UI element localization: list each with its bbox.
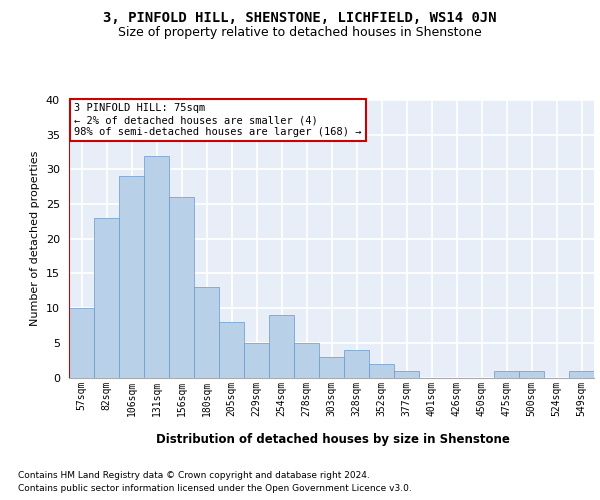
Text: Distribution of detached houses by size in Shenstone: Distribution of detached houses by size …	[156, 432, 510, 446]
Bar	[369, 364, 394, 378]
Text: Contains public sector information licensed under the Open Government Licence v3: Contains public sector information licen…	[18, 484, 412, 493]
Text: 3, PINFOLD HILL, SHENSTONE, LICHFIELD, WS14 0JN: 3, PINFOLD HILL, SHENSTONE, LICHFIELD, W…	[103, 11, 497, 25]
Bar	[394, 370, 419, 378]
Text: Size of property relative to detached houses in Shenstone: Size of property relative to detached ho…	[118, 26, 482, 39]
Bar	[319, 356, 344, 378]
Bar	[344, 350, 369, 378]
Bar	[269, 315, 294, 378]
Bar	[294, 343, 319, 378]
Text: 3 PINFOLD HILL: 75sqm
← 2% of detached houses are smaller (4)
98% of semi-detach: 3 PINFOLD HILL: 75sqm ← 2% of detached h…	[74, 104, 361, 136]
Bar	[119, 176, 144, 378]
Bar	[169, 197, 194, 378]
Bar	[69, 308, 94, 378]
Bar	[494, 370, 519, 378]
Bar	[219, 322, 244, 378]
Bar	[519, 370, 544, 378]
Y-axis label: Number of detached properties: Number of detached properties	[30, 151, 40, 326]
Bar	[569, 370, 594, 378]
Bar	[144, 156, 169, 378]
Bar	[244, 343, 269, 378]
Bar	[194, 288, 219, 378]
Text: Contains HM Land Registry data © Crown copyright and database right 2024.: Contains HM Land Registry data © Crown c…	[18, 471, 370, 480]
Bar	[94, 218, 119, 378]
